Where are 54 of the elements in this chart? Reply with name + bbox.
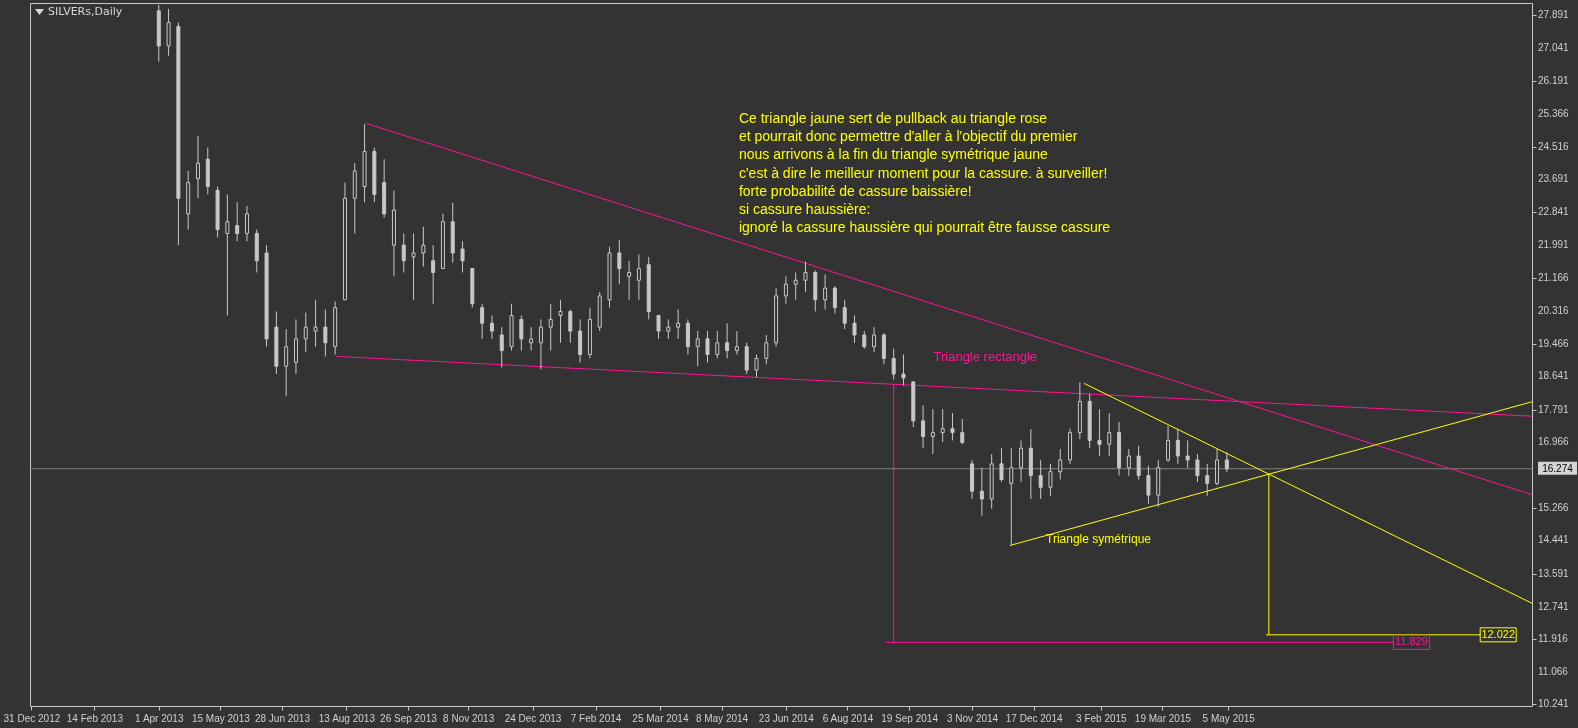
y-tick-label: 17.791 bbox=[1538, 403, 1570, 415]
annotation: Ce triangle jaune sert de pullback au triangle rose bbox=[738, 110, 1048, 126]
ref-line-label: 16.274 bbox=[1542, 462, 1574, 474]
y-tick-label: 25.366 bbox=[1538, 107, 1570, 119]
y-tick-label: 23.691 bbox=[1538, 173, 1570, 185]
x-tick-label: 26 Sep 2013 bbox=[380, 712, 438, 724]
x-tick-label: 7 Feb 2014 bbox=[570, 712, 622, 724]
y-tick-label: 26.191 bbox=[1538, 75, 1570, 87]
annotation: et pourrait donc permettre d'aller à l'objectif du premier bbox=[738, 128, 1078, 145]
annotation: nous arrivons à la fin du triangle symétrique jaune bbox=[738, 146, 1049, 163]
y-tick-label: 24.516 bbox=[1538, 140, 1570, 152]
chart-title: SILVERs,Daily bbox=[48, 5, 123, 18]
x-tick-label: 24 Dec 2013 bbox=[504, 712, 562, 724]
annotation: Triangle symétrique bbox=[1046, 531, 1152, 546]
x-tick-label: 15 May 2013 bbox=[191, 712, 251, 724]
y-tick-label: 15.266 bbox=[1538, 502, 1570, 514]
x-tick-label: 19 Mar 2015 bbox=[1134, 712, 1192, 724]
x-tick-label: 31 Dec 2012 bbox=[3, 712, 61, 724]
y-tick-label: 12.741 bbox=[1538, 600, 1570, 612]
annotation: si cassure haussière: bbox=[738, 201, 871, 218]
data-label: 11.829 bbox=[1395, 635, 1428, 648]
y-tick-label: 16.966 bbox=[1538, 435, 1570, 447]
x-tick-label: 3 Nov 2014 bbox=[947, 712, 999, 724]
x-tick-label: 3 Feb 2015 bbox=[1076, 712, 1128, 724]
y-tick-label: 20.316 bbox=[1538, 304, 1570, 316]
y-tick-label: 21.166 bbox=[1538, 271, 1570, 283]
annotation: ignoré la cassure haussière qui pourrait être fausse cassure bbox=[738, 219, 1111, 236]
x-tick-label: 13 Aug 2013 bbox=[318, 712, 376, 724]
x-tick-label: 6 Aug 2014 bbox=[822, 712, 874, 724]
y-tick-label: 11.066 bbox=[1538, 666, 1569, 678]
x-tick-label: 8 Nov 2013 bbox=[443, 712, 495, 724]
x-tick-label: 25 Mar 2014 bbox=[632, 712, 689, 724]
x-tick-label: 14 Feb 2013 bbox=[66, 712, 124, 724]
annotation: Triangle rectangle bbox=[933, 348, 1038, 364]
y-tick-label: 18.641 bbox=[1538, 370, 1570, 382]
x-tick-label: 19 Sep 2014 bbox=[881, 712, 939, 724]
y-tick-label: 11.916 bbox=[1538, 632, 1569, 644]
y-tick-label: 19.466 bbox=[1538, 338, 1570, 350]
x-tick-label: 28 Jun 2013 bbox=[254, 712, 311, 724]
y-tick-label: 21.991 bbox=[1538, 239, 1570, 251]
x-tick-label: 17 Dec 2014 bbox=[1005, 712, 1063, 724]
annotation: forte probabilité de cassure baissière! bbox=[738, 182, 972, 199]
y-tick-label: 22.841 bbox=[1538, 206, 1570, 218]
data-label: 12.022 bbox=[1481, 627, 1516, 640]
x-tick-label: 5 May 2015 bbox=[1202, 712, 1256, 724]
y-tick-label: 13.591 bbox=[1538, 567, 1570, 579]
x-tick-label: 23 Jun 2014 bbox=[758, 712, 815, 724]
annotation: c'est à dire le meilleur moment pour la cassure. à surveiller! bbox=[738, 164, 1108, 181]
x-tick-label: 1 Apr 2013 bbox=[135, 712, 184, 724]
y-tick-label: 27.891 bbox=[1538, 9, 1570, 21]
x-tick-label: 8 May 2014 bbox=[695, 712, 749, 724]
y-tick-label: 27.041 bbox=[1538, 42, 1570, 54]
y-tick-label: 14.441 bbox=[1538, 534, 1570, 546]
y-tick-label: 10.241 bbox=[1538, 698, 1570, 710]
